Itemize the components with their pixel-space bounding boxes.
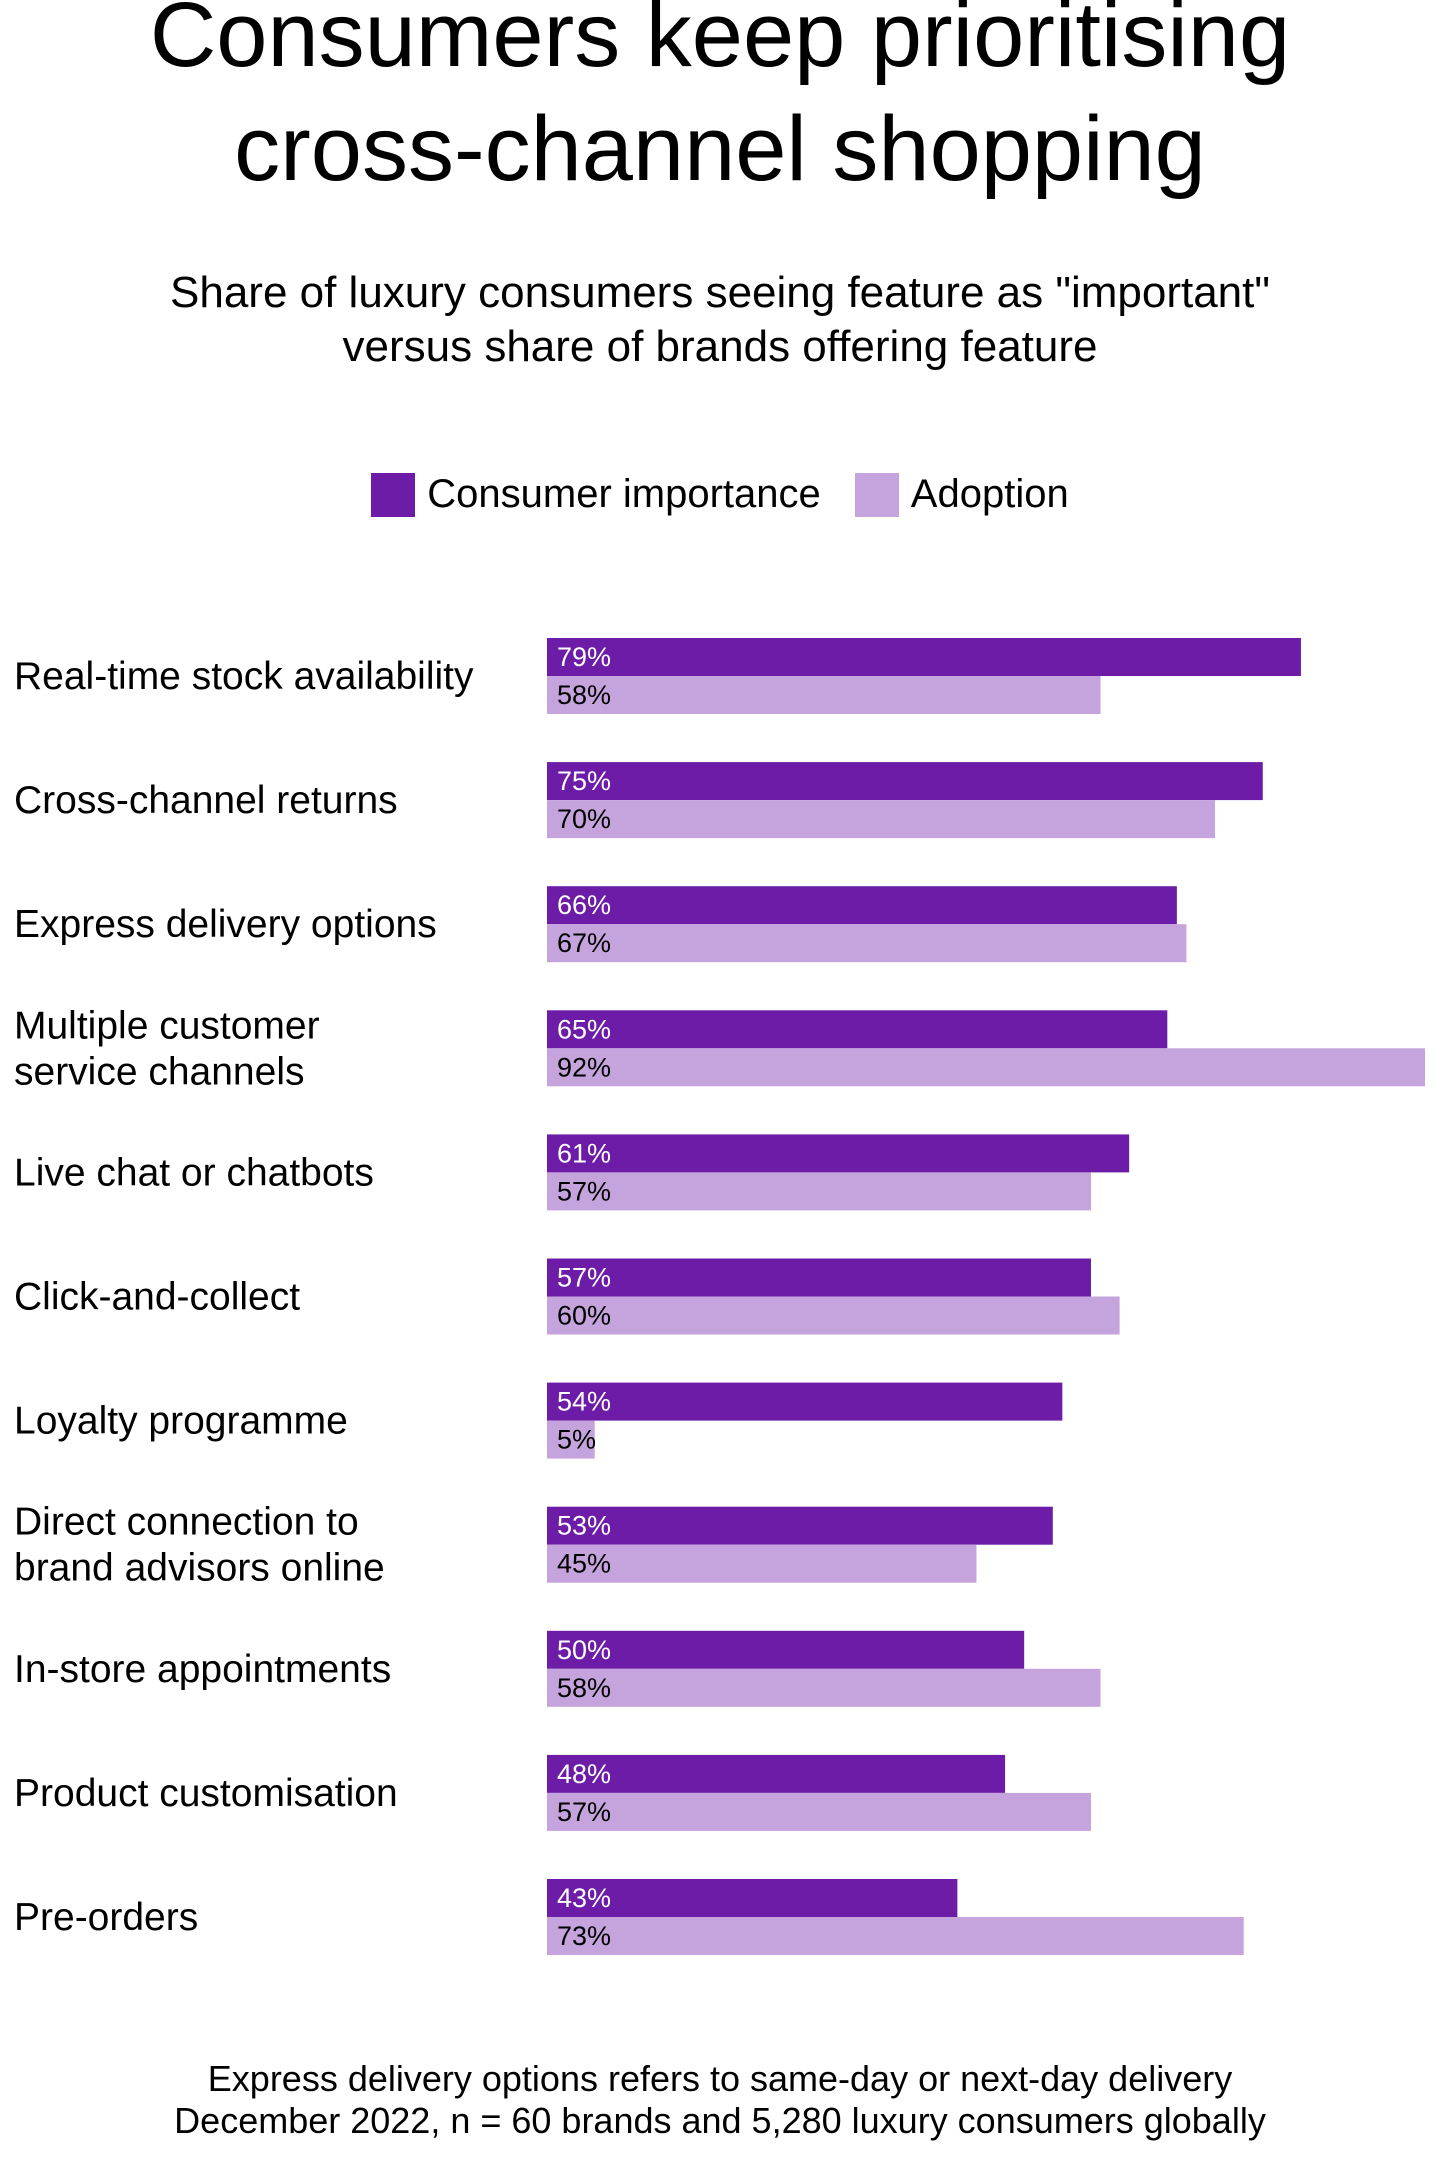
bar-adoption [547, 1668, 1101, 1707]
bar-importance [547, 638, 1301, 676]
bar-adoption [547, 676, 1101, 714]
data-label: 61% [557, 1138, 611, 1168]
legend-label: Adoption [910, 472, 1069, 516]
data-label: 75% [557, 766, 611, 796]
bar-adoption [547, 1172, 1091, 1211]
category-label: Product customisation [14, 1772, 398, 1815]
data-label: 5% [557, 1425, 596, 1455]
legend-item-adoption: Adoption [854, 472, 1069, 517]
legend-label: Consumer importance [427, 472, 821, 516]
footer-source: December 2022, n = 60 brands and 5,280 l… [174, 2100, 1266, 2141]
category-label: Real-time stock availability [14, 655, 474, 698]
bar-adoption [547, 924, 1187, 963]
data-label: 79% [557, 642, 611, 672]
bar-adoption [547, 1296, 1120, 1335]
data-label: 43% [557, 1883, 611, 1913]
legend: Consumer importance Adoption [0, 472, 1440, 517]
bar-adoption [547, 1420, 595, 1459]
legend-swatch-importance [371, 472, 416, 517]
category-label: Express delivery options [14, 903, 437, 946]
category-label: Cross-channel returns [14, 779, 398, 822]
category-label: Live chat or chatbots [14, 1151, 374, 1194]
chart-title: Consumers keep prioritising cross-channe… [149, 0, 1291, 200]
bar-importance [547, 1630, 1025, 1669]
category-label: Pre-orders [14, 1896, 198, 1939]
data-label: 57% [557, 1263, 611, 1293]
bar-importance [547, 762, 1263, 801]
data-label: 54% [557, 1387, 611, 1417]
data-label: 58% [557, 680, 611, 710]
bar-adoption [547, 800, 1216, 839]
legend-swatch-adoption [854, 472, 899, 517]
data-label: 73% [557, 1921, 611, 1951]
legend-item-importance: Consumer importance [371, 472, 821, 517]
data-label: 65% [557, 1014, 611, 1044]
category-label: In-store appointments [14, 1648, 391, 1691]
bar-importance [547, 1754, 1006, 1793]
data-label: 70% [557, 804, 611, 834]
category-label: Loyalty programme [14, 1400, 348, 1443]
bar-adoption [547, 1544, 977, 1583]
bar-importance [547, 886, 1177, 925]
data-label: 57% [557, 1176, 611, 1206]
category-label: Click-and-collect [14, 1276, 300, 1319]
data-label: 57% [557, 1797, 611, 1827]
data-label: 60% [557, 1301, 611, 1331]
data-label: 45% [557, 1549, 611, 1579]
bar-importance [547, 1258, 1091, 1297]
bar-adoption [547, 1917, 1244, 1955]
footer-notes: Express delivery options refers to same-… [0, 2058, 1440, 2142]
bar-importance [547, 1506, 1053, 1545]
category-label: Multiple customer service channels [14, 1004, 320, 1093]
footer-note: Express delivery options refers to same-… [207, 2058, 1233, 2099]
data-label: 50% [557, 1635, 611, 1665]
data-label: 53% [557, 1511, 611, 1541]
bar-adoption [547, 1048, 1425, 1087]
bar-importance [547, 1382, 1063, 1421]
data-label: 67% [557, 928, 611, 958]
chart-subtitle: Share of luxury consumers seeing feature… [170, 268, 1270, 371]
bar-importance [547, 1879, 958, 1917]
bar-importance [547, 1010, 1168, 1049]
data-label: 92% [557, 1052, 611, 1082]
data-label: 66% [557, 890, 611, 920]
bar-importance [547, 1134, 1130, 1173]
data-label: 48% [557, 1759, 611, 1789]
category-label: Direct connection to brand advisors onlin… [14, 1501, 385, 1590]
data-label: 58% [557, 1673, 611, 1703]
bar-adoption [547, 1792, 1091, 1831]
